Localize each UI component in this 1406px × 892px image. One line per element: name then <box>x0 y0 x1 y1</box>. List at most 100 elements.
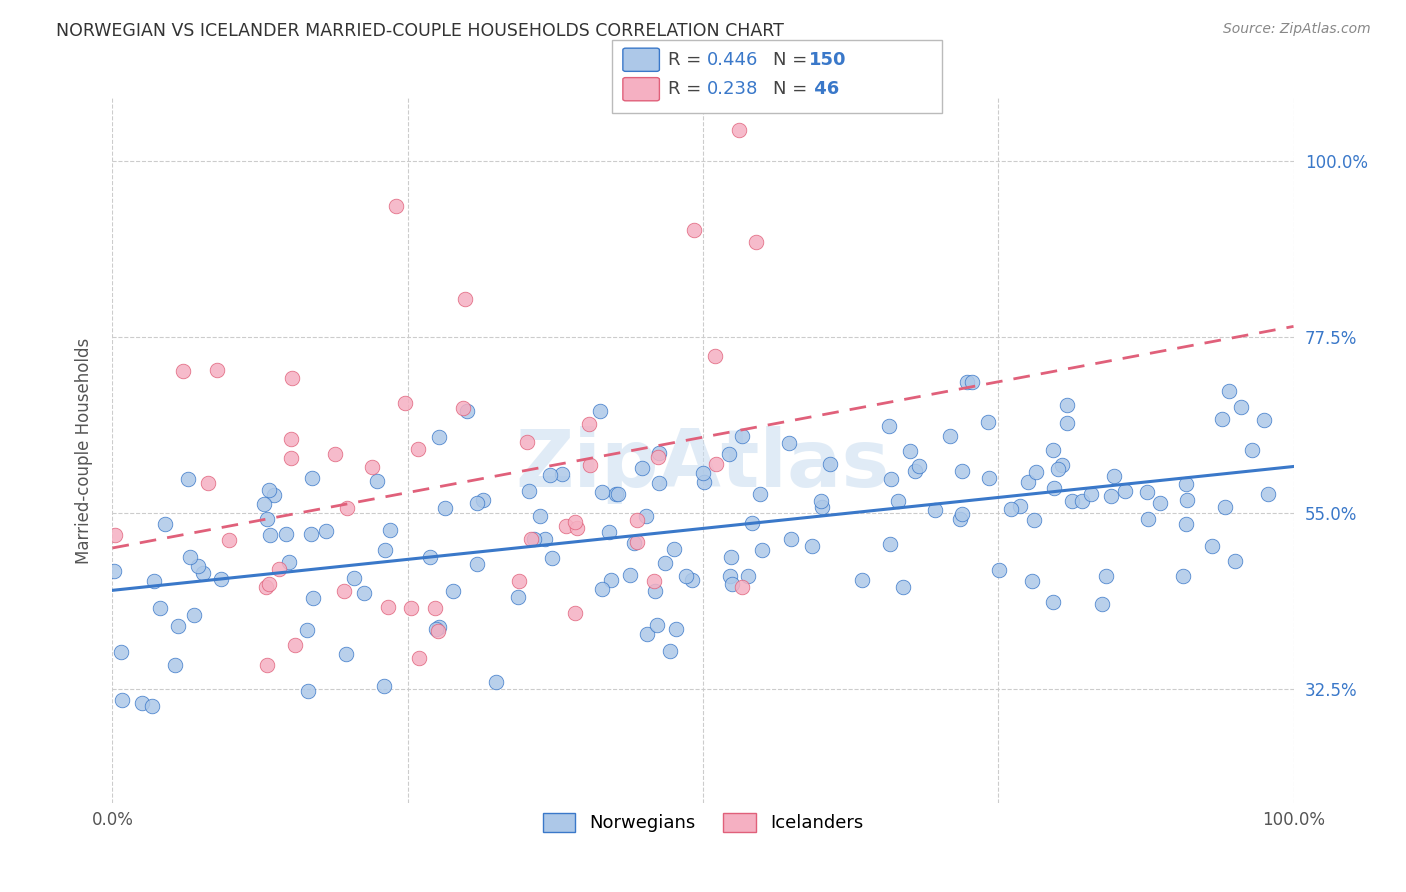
Point <box>516 435 538 450</box>
Point <box>335 647 357 661</box>
Point <box>1046 462 1069 476</box>
Point <box>810 500 832 514</box>
Point <box>665 623 688 637</box>
Point <box>675 569 697 583</box>
Point <box>565 521 588 535</box>
Point <box>977 415 1000 429</box>
Point <box>141 698 163 713</box>
Point <box>683 223 706 237</box>
Point <box>110 645 132 659</box>
Point <box>643 574 665 588</box>
Point <box>1062 493 1084 508</box>
Point <box>623 535 645 549</box>
Point <box>720 577 742 591</box>
Point <box>472 493 495 508</box>
Point <box>630 461 652 475</box>
Point <box>606 486 628 500</box>
Point <box>361 459 384 474</box>
Point <box>1080 487 1102 501</box>
Point <box>879 537 901 551</box>
Point <box>891 581 914 595</box>
Point <box>681 574 703 588</box>
Point <box>172 363 194 377</box>
Point <box>1022 513 1045 527</box>
Point <box>408 650 430 665</box>
Point <box>1017 475 1039 490</box>
Text: 150: 150 <box>808 51 846 69</box>
Point <box>465 558 488 572</box>
Point <box>703 349 725 363</box>
Point <box>263 488 285 502</box>
Point <box>280 432 302 446</box>
Point <box>1201 539 1223 553</box>
Point <box>956 375 979 389</box>
Point <box>801 539 824 553</box>
Point <box>425 622 447 636</box>
Point <box>374 542 396 557</box>
Point <box>385 198 408 212</box>
Point <box>267 562 290 576</box>
Point <box>426 624 449 638</box>
Y-axis label: Married-couple Households: Married-couple Households <box>75 337 93 564</box>
Point <box>851 573 873 587</box>
Point <box>619 568 641 582</box>
Text: 0.238: 0.238 <box>707 80 759 98</box>
Point <box>1071 494 1094 508</box>
Point <box>648 446 671 460</box>
Point <box>1218 384 1240 398</box>
Point <box>1241 442 1264 457</box>
Point <box>880 472 903 486</box>
Point <box>1042 443 1064 458</box>
Point <box>366 474 388 488</box>
Point <box>1095 568 1118 582</box>
Point <box>1136 512 1159 526</box>
Point <box>538 467 561 482</box>
Point <box>1175 516 1198 531</box>
Point <box>433 501 456 516</box>
Point <box>280 370 302 384</box>
Point <box>456 403 478 417</box>
Point <box>103 564 125 578</box>
Point <box>605 487 627 501</box>
Point <box>519 484 541 499</box>
Point <box>924 503 946 517</box>
Point <box>508 574 530 589</box>
Point <box>1056 417 1078 431</box>
Point <box>197 475 219 490</box>
Point <box>1175 476 1198 491</box>
Point <box>592 485 614 500</box>
Point <box>647 450 669 465</box>
Point <box>284 638 307 652</box>
Point <box>541 551 564 566</box>
Point <box>578 458 600 472</box>
Point <box>427 430 450 444</box>
Point <box>718 569 741 583</box>
Point <box>336 501 359 516</box>
Point <box>278 555 301 569</box>
Point <box>718 447 741 461</box>
Point <box>1010 499 1032 513</box>
Point <box>898 444 921 458</box>
Point <box>645 618 668 632</box>
Point <box>749 487 772 501</box>
Point <box>1042 595 1064 609</box>
Point <box>508 590 530 604</box>
Point <box>1230 400 1253 414</box>
Point <box>165 658 187 673</box>
Point <box>301 471 323 485</box>
Point <box>111 693 134 707</box>
Point <box>939 429 962 443</box>
Point <box>259 528 281 542</box>
Point <box>380 523 402 537</box>
Point <box>179 549 201 564</box>
Point <box>648 476 671 491</box>
Point <box>564 515 586 529</box>
Point <box>323 447 346 461</box>
Point <box>167 619 190 633</box>
Point <box>592 582 614 596</box>
Point <box>104 528 127 542</box>
Point <box>427 619 450 633</box>
Point <box>425 601 447 615</box>
Point <box>333 584 356 599</box>
Point <box>520 532 543 546</box>
